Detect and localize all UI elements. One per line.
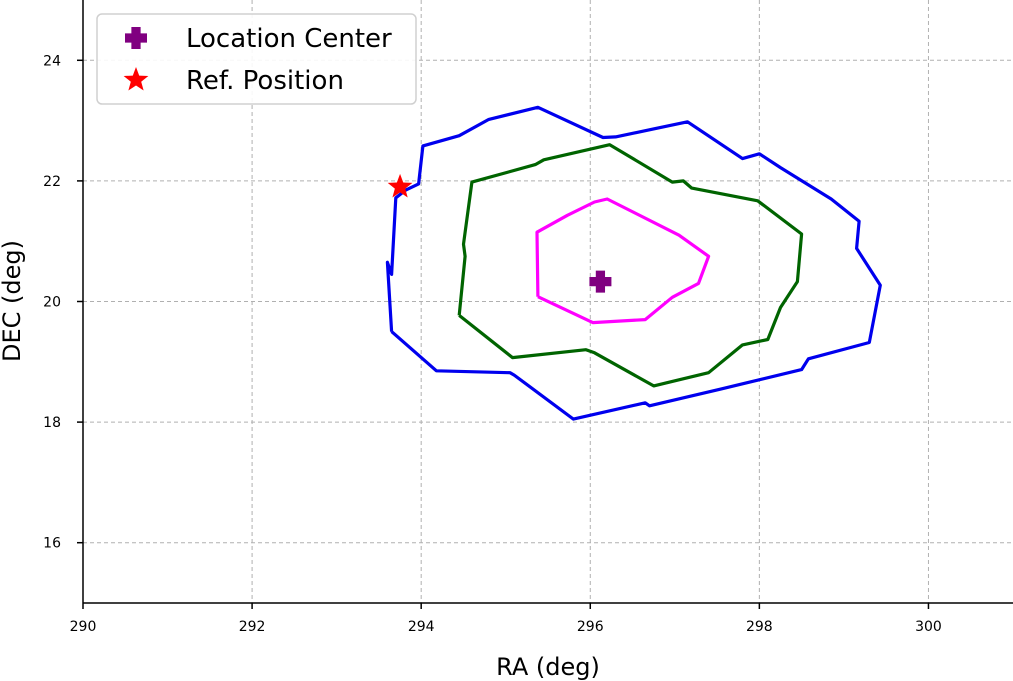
ref-position-marker bbox=[387, 173, 413, 198]
y-tick-label: 22 bbox=[43, 174, 61, 190]
x-tick-label: 294 bbox=[408, 619, 435, 635]
x-ticks: 290 292 294 296 298 300 bbox=[70, 603, 942, 635]
contours bbox=[385, 105, 882, 421]
contour-line-3 bbox=[535, 197, 711, 325]
legend-box bbox=[96, 13, 417, 105]
y-ticks: 16 18 20 22 24 bbox=[43, 53, 83, 552]
legend-label: Ref. Position bbox=[186, 66, 344, 96]
y-tick-label: 20 bbox=[43, 295, 61, 311]
legend-label: Location Center bbox=[186, 24, 392, 54]
y-axis-label: DEC (deg) bbox=[0, 240, 26, 362]
x-tick-label: 290 bbox=[70, 619, 97, 635]
x-tick-label: 298 bbox=[746, 619, 773, 635]
y-tick-label: 18 bbox=[43, 415, 61, 431]
y-tick-label: 24 bbox=[43, 53, 61, 69]
legend-plus-icon bbox=[125, 27, 147, 49]
markers bbox=[387, 173, 612, 293]
x-tick-label: 300 bbox=[915, 619, 942, 635]
x-tick-label: 296 bbox=[577, 619, 604, 635]
contour-line-1 bbox=[385, 105, 882, 421]
location-center-marker bbox=[589, 270, 612, 293]
legend-star-icon bbox=[123, 67, 149, 91]
contour-line-2 bbox=[457, 143, 804, 388]
y-tick-label: 16 bbox=[43, 536, 61, 552]
legend: Location Center Ref. Position bbox=[96, 13, 417, 105]
x-axis-label: RA (deg) bbox=[496, 653, 600, 681]
x-tick-label: 292 bbox=[239, 619, 266, 635]
